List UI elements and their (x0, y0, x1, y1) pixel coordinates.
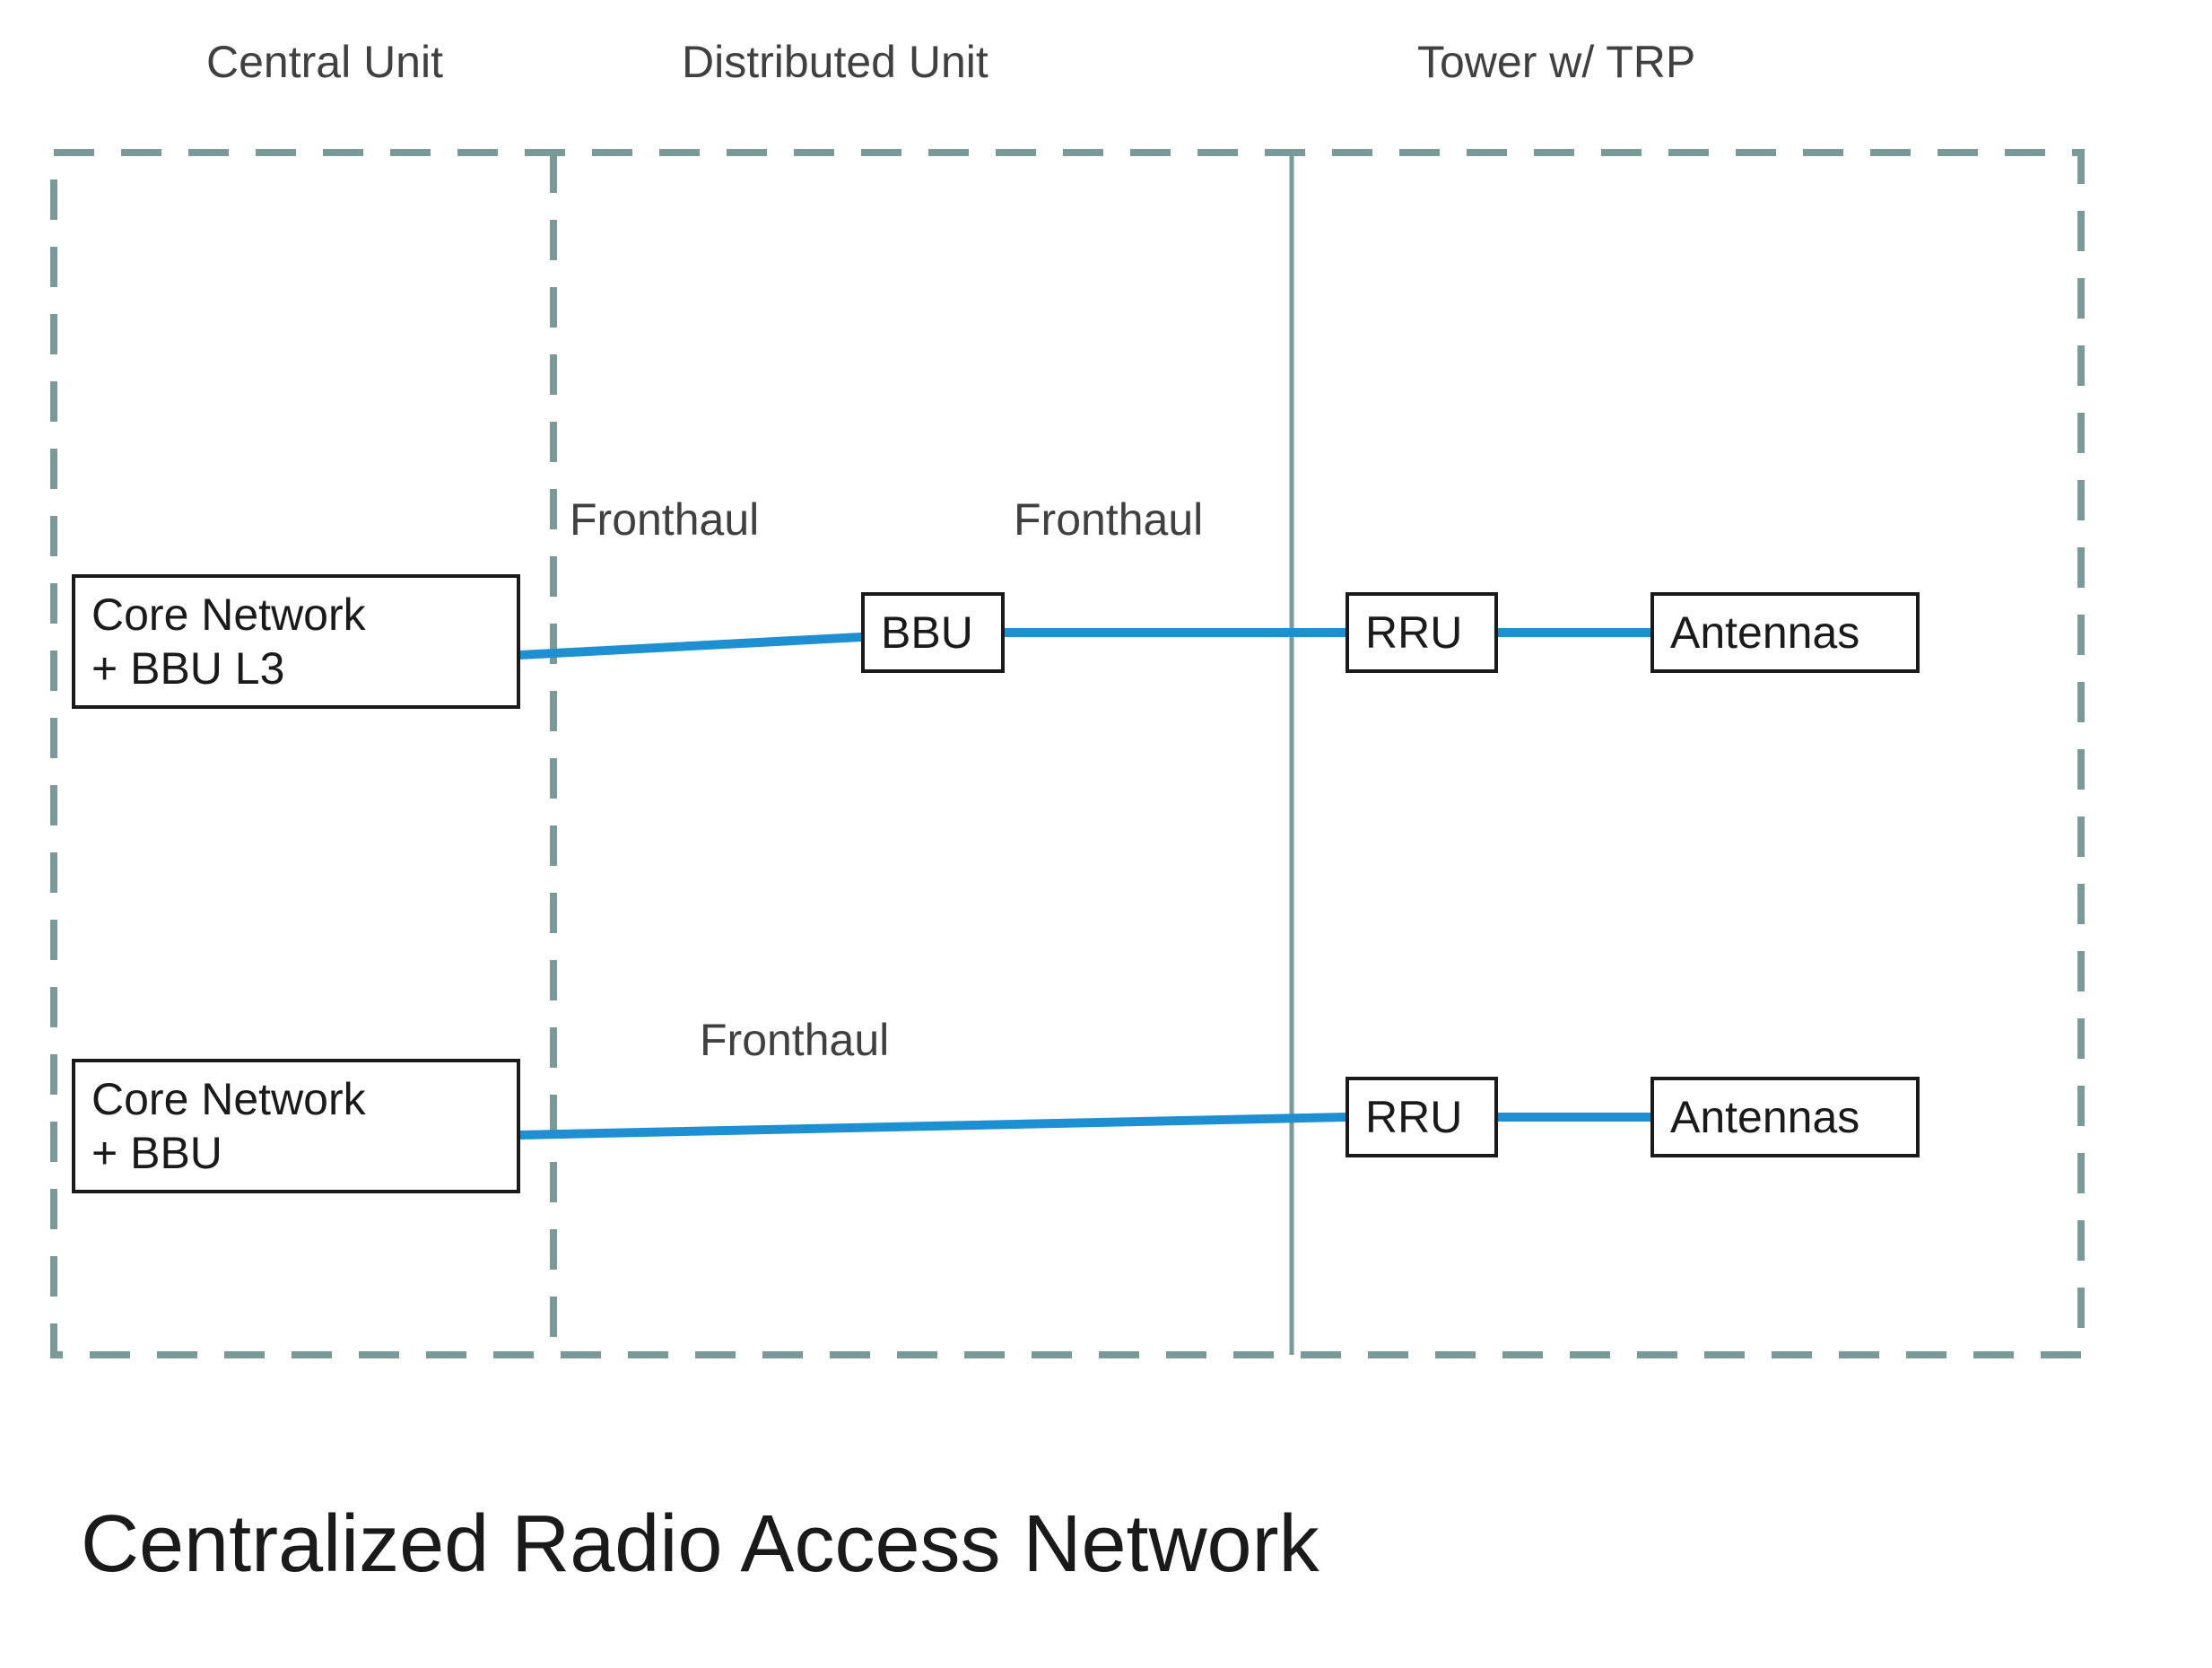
edge-e-core2-rru2 (520, 1117, 1345, 1135)
header-distributed-unit: Distributed Unit (682, 36, 988, 88)
header-tower-trp: Tower w/ TRP (1417, 36, 1695, 88)
node-label: RRU (1365, 1091, 1462, 1143)
node-core-network-bbu: Core Network + BBU (72, 1059, 520, 1193)
node-rru-2: RRU (1345, 1077, 1498, 1157)
node-label: Antennas (1670, 607, 1859, 659)
node-label: Core Network + BBU (91, 1072, 366, 1180)
header-central-unit: Central Unit (206, 36, 443, 88)
node-label: Antennas (1670, 1091, 1859, 1143)
edge-label-fronthaul-3: Fronthaul (700, 1014, 889, 1066)
node-label: BBU (881, 607, 973, 659)
node-antennas-1: Antennas (1650, 592, 1920, 673)
edge-label-fronthaul-1: Fronthaul (570, 493, 759, 546)
node-antennas-2: Antennas (1650, 1077, 1920, 1157)
node-label: RRU (1365, 607, 1462, 659)
diagram-title: Centralized Radio Access Network (81, 1498, 1319, 1591)
node-rru-1: RRU (1345, 592, 1498, 673)
diagram-canvas: Central Unit Distributed Unit Tower w/ T… (0, 0, 2212, 1668)
node-core-network-bbu-l3: Core Network + BBU L3 (72, 574, 520, 709)
diagram-svg-layer (0, 0, 2212, 1668)
edge-label-fronthaul-2: Fronthaul (1014, 493, 1203, 546)
edge-e-core1-bbu (520, 637, 861, 655)
node-bbu: BBU (861, 592, 1005, 673)
node-label: Core Network + BBU L3 (91, 588, 366, 695)
